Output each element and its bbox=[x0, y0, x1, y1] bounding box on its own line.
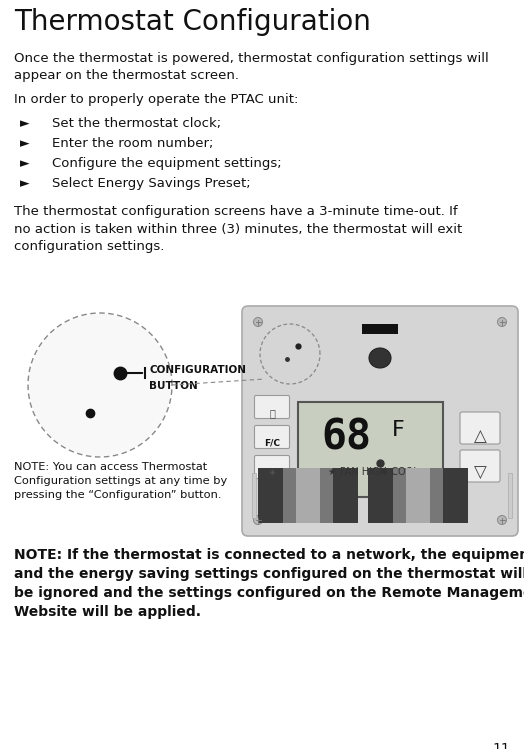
FancyBboxPatch shape bbox=[255, 455, 289, 479]
Text: Website will be applied.: Website will be applied. bbox=[14, 605, 201, 619]
Text: Enter the room number;: Enter the room number; bbox=[52, 137, 213, 150]
Text: Configure the equipment settings;: Configure the equipment settings; bbox=[52, 157, 281, 170]
FancyBboxPatch shape bbox=[255, 425, 289, 449]
Circle shape bbox=[254, 515, 263, 524]
Text: pressing the “Configuration” button.: pressing the “Configuration” button. bbox=[14, 490, 222, 500]
Text: Select Energy Savings Preset;: Select Energy Savings Preset; bbox=[52, 177, 250, 190]
Text: BUTTON: BUTTON bbox=[149, 381, 198, 391]
Text: 11: 11 bbox=[492, 742, 510, 749]
Circle shape bbox=[254, 318, 263, 327]
Bar bbox=[362, 324, 398, 334]
Text: △: △ bbox=[474, 427, 486, 445]
Bar bbox=[296, 468, 320, 523]
FancyBboxPatch shape bbox=[242, 306, 518, 536]
Text: ►: ► bbox=[20, 137, 30, 150]
Text: ►: ► bbox=[20, 177, 30, 190]
Bar bbox=[368, 468, 468, 523]
Text: ❅ COOL: ❅ COOL bbox=[380, 467, 419, 477]
FancyBboxPatch shape bbox=[255, 395, 289, 419]
Text: F/C: F/C bbox=[264, 438, 280, 447]
Bar bbox=[256, 463, 504, 520]
Ellipse shape bbox=[369, 348, 391, 368]
Text: and the energy saving settings configured on the thermostat will: and the energy saving settings configure… bbox=[14, 567, 524, 581]
Bar bbox=[298, 402, 443, 497]
Bar bbox=[406, 468, 430, 523]
Text: Once the thermostat is powered, thermostat configuration settings will
appear on: Once the thermostat is powered, thermost… bbox=[14, 52, 489, 82]
Circle shape bbox=[497, 318, 507, 327]
Text: ★ FAN HIGH: ★ FAN HIGH bbox=[328, 467, 387, 477]
Text: 68: 68 bbox=[321, 417, 371, 459]
Text: CONFIGURATION: CONFIGURATION bbox=[149, 365, 246, 375]
FancyBboxPatch shape bbox=[460, 450, 500, 482]
Text: ►: ► bbox=[20, 117, 30, 130]
Bar bbox=[508, 473, 512, 518]
Text: ⏻: ⏻ bbox=[269, 408, 275, 418]
Text: ▽: ▽ bbox=[474, 464, 486, 482]
Text: NOTE: If the thermostat is connected to a network, the equipment: NOTE: If the thermostat is connected to … bbox=[14, 548, 524, 562]
FancyBboxPatch shape bbox=[460, 412, 500, 444]
Circle shape bbox=[29, 314, 171, 456]
Text: F: F bbox=[391, 420, 405, 440]
Bar bbox=[258, 468, 358, 523]
Text: Set the thermostat clock;: Set the thermostat clock; bbox=[52, 117, 221, 130]
Circle shape bbox=[497, 515, 507, 524]
Text: The thermostat configuration screens have a 3-minute time-out. If
no action is t: The thermostat configuration screens hav… bbox=[14, 205, 462, 253]
Bar bbox=[393, 468, 443, 523]
Text: In order to properly operate the PTAC unit:: In order to properly operate the PTAC un… bbox=[14, 93, 298, 106]
Text: NOTE: You can access Thermostat: NOTE: You can access Thermostat bbox=[14, 462, 208, 472]
Bar bbox=[283, 468, 333, 523]
Text: ►: ► bbox=[20, 157, 30, 170]
Bar bbox=[252, 473, 256, 518]
Text: Thermostat Configuration: Thermostat Configuration bbox=[14, 8, 371, 36]
Text: be ignored and the settings configured on the Remote Management: be ignored and the settings configured o… bbox=[14, 586, 524, 600]
Text: Configuration settings at any time by: Configuration settings at any time by bbox=[14, 476, 227, 486]
Text: ☀: ☀ bbox=[268, 468, 276, 478]
